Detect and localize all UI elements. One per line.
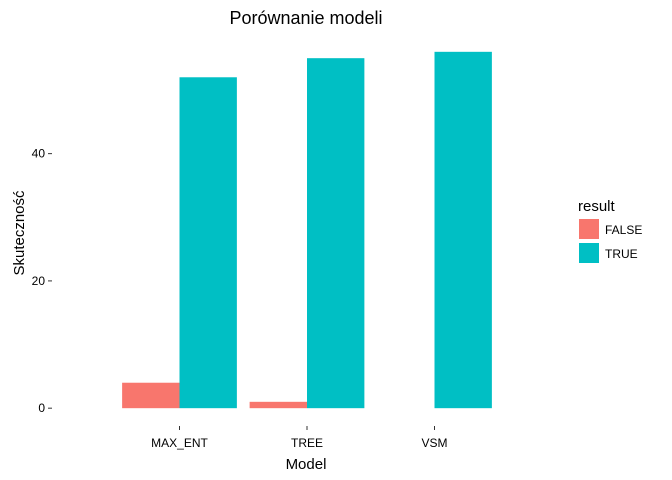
bar-true-tree xyxy=(307,58,365,409)
chart-title: Porównanie modeli xyxy=(229,8,382,28)
y-axis: 0 20 40 xyxy=(32,147,52,415)
x-tick-label: TREE xyxy=(291,436,323,450)
x-axis: MAX_ENT TREE VSM xyxy=(151,426,448,450)
y-tick-label: 40 xyxy=(32,147,46,161)
x-tick-label: VSM xyxy=(421,436,447,450)
legend-key-false xyxy=(579,219,599,239)
legend: result FALSE TRUE xyxy=(578,198,642,263)
legend-key-true xyxy=(579,243,599,263)
legend-title: result xyxy=(578,198,616,215)
x-axis-title: Model xyxy=(286,456,327,473)
legend-label: FALSE xyxy=(605,223,642,237)
bar-true-vsm xyxy=(434,51,492,409)
bar-true-max_ent xyxy=(179,77,237,409)
bar-false-max_ent xyxy=(122,382,180,409)
legend-label: TRUE xyxy=(605,247,638,261)
bars-group xyxy=(122,51,492,409)
y-tick-label: 0 xyxy=(38,401,45,415)
y-axis-title: Skuteczność xyxy=(11,190,28,276)
y-tick-label: 20 xyxy=(32,274,46,288)
bar-false-tree xyxy=(249,401,307,409)
x-tick-label: MAX_ENT xyxy=(151,436,208,450)
